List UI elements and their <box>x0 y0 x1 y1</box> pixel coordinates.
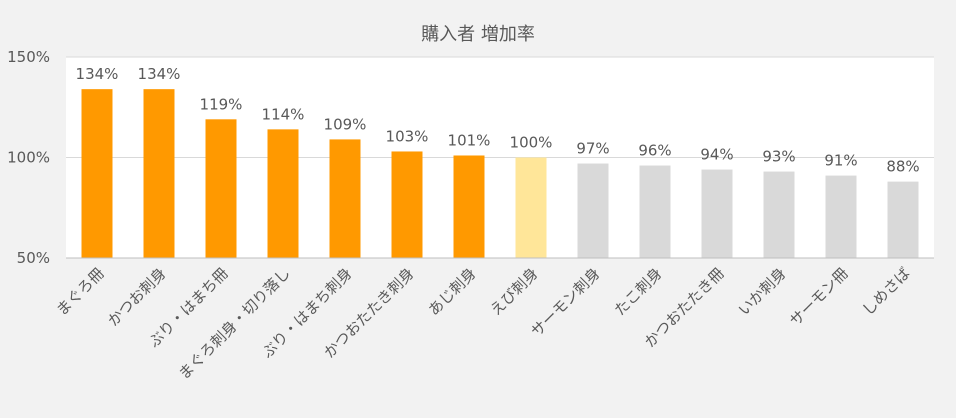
bar <box>81 89 113 258</box>
x-tick-label: まぐろ冊 <box>53 264 108 319</box>
data-label: 134% <box>138 65 181 83</box>
data-label: 103% <box>386 127 429 145</box>
data-label: 100% <box>510 134 553 152</box>
data-label: 94% <box>700 146 733 164</box>
data-label: 88% <box>886 158 919 176</box>
bar <box>515 157 547 258</box>
bar <box>577 163 609 258</box>
bar <box>143 89 175 258</box>
y-tick-label: 50% <box>17 249 50 267</box>
bar <box>763 171 795 258</box>
x-tick-label: いか刺身 <box>735 264 790 319</box>
x-tick-label: まぐろ刺身・切り落し <box>175 264 294 383</box>
data-label: 114% <box>262 105 305 123</box>
x-tick-label: かつお刺身 <box>104 264 170 330</box>
x-tick-label: たこ刺身 <box>611 264 666 319</box>
x-tick-label: サーモン冊 <box>786 264 852 330</box>
data-label: 109% <box>324 115 367 133</box>
data-label: 134% <box>76 65 119 83</box>
bar <box>639 165 671 258</box>
x-tick-label: しめさば <box>859 264 914 319</box>
bar <box>205 119 237 258</box>
bar <box>267 129 299 258</box>
data-label: 93% <box>762 148 795 166</box>
data-label: 97% <box>576 140 609 158</box>
bar <box>825 175 857 258</box>
x-tick-label: あじ刺身 <box>425 264 480 319</box>
data-label: 96% <box>638 142 671 160</box>
data-label: 119% <box>200 95 243 113</box>
bar <box>453 155 485 258</box>
bar <box>887 181 919 258</box>
y-tick-label: 150% <box>7 48 50 66</box>
bar <box>329 139 361 258</box>
data-label: 91% <box>824 152 857 170</box>
bar <box>391 151 423 258</box>
bar <box>701 169 733 258</box>
data-label: 101% <box>448 131 491 149</box>
x-tick-label: えび刺身 <box>487 264 542 319</box>
y-tick-label: 100% <box>7 149 50 167</box>
chart-title: 購入者 増加率 <box>421 24 535 45</box>
